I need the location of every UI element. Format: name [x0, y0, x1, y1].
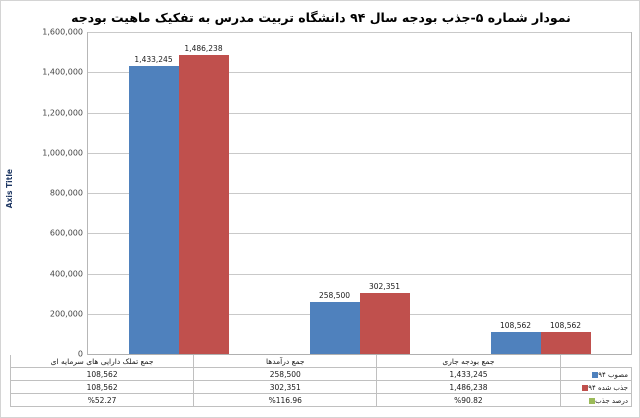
table-row: مصوب ۹۴ 1,433,245 258,500 108,562	[9, 367, 632, 381]
table-row: درصد جذب %90.82 %116.96 %52.27	[9, 393, 632, 407]
x-axis-line	[88, 354, 631, 355]
bar-value-label: 302,351	[368, 282, 401, 292]
table-value-cell: 1,486,238	[376, 380, 561, 394]
bar[interactable]: 1,486,238	[178, 44, 229, 354]
bar[interactable]: 302,351	[359, 282, 410, 354]
bar-group: 108,562 108,562	[450, 32, 631, 354]
y-axis-tick-label: 800,000	[49, 188, 83, 198]
y-axis-tick-label: 200,000	[49, 309, 83, 319]
chart-data-table: جمع بودجه جاری جمع درآمدها جمع تملک دارایی…	[9, 355, 632, 407]
gridline	[88, 72, 631, 74]
legend-entry: جذب شده ۹۴	[559, 380, 632, 394]
bar[interactable]: 1,433,245	[128, 55, 179, 354]
bar-value-label: 108,562	[549, 321, 582, 331]
legend-label: مصوب ۹۴	[598, 370, 628, 379]
plot-area: 1,433,245 1,486,238 258,500 302,351 108,562 1…	[87, 32, 632, 355]
table-value-cell: 108,562	[9, 367, 195, 381]
gridline	[88, 112, 631, 114]
legend-label: درصد جذب	[595, 396, 628, 405]
table-value-cell: %116.96	[193, 393, 378, 407]
table-corner-cell	[560, 355, 632, 368]
y-axis-tick-label: 1,000,000	[42, 148, 83, 158]
gridline	[88, 152, 631, 154]
gridline	[88, 32, 631, 33]
legend-entry: مصوب ۹۴	[559, 367, 632, 381]
bar[interactable]: 108,562	[490, 321, 541, 354]
chart-title: نمودار شماره ۵-جذب بودجه سال ۹۴ دانشگاه …	[71, 10, 571, 25]
bar-value-label: 1,486,238	[184, 43, 223, 53]
table-category-header: جمع درآمدها	[193, 355, 378, 368]
bar[interactable]: 108,562	[540, 321, 591, 354]
legend-label: جذب شده ۹۴	[588, 383, 628, 392]
legend-swatch-icon	[582, 384, 589, 391]
bar[interactable]: 258,500	[309, 291, 360, 354]
table-value-cell: 258,500	[193, 367, 378, 381]
legend-swatch-icon	[589, 397, 596, 404]
y-axis-tick-label: 1,600,000	[42, 27, 83, 37]
table-value-cell: 108,562	[9, 380, 195, 394]
y-axis-tick-label: 1,400,000	[42, 67, 83, 77]
table-value-cell: 302,351	[193, 380, 378, 394]
table-header-row: جمع بودجه جاری جمع درآمدها جمع تملک دارایی…	[9, 355, 632, 368]
bar-value-label: 108,562	[499, 321, 532, 331]
y-axis-tick-label: 600,000	[49, 228, 83, 238]
table-value-cell: 1,433,245	[376, 367, 561, 381]
gridline	[88, 193, 631, 194]
bar-value-label: 258,500	[318, 290, 351, 300]
gridline	[88, 233, 631, 235]
y-axis-tick-label: 400,000	[49, 269, 83, 278]
bar-group: 1,433,245 1,486,238	[88, 32, 269, 354]
table-row: جذب شده ۹۴ 1,486,238 302,351 108,562	[9, 380, 632, 394]
table-category-header: جمع بودجه جاری	[376, 355, 561, 368]
table-category-header: جمع تملک دارایی های سرمایه ای	[9, 355, 195, 368]
y-axis-tick-label: 1,200,000	[42, 108, 83, 117]
legend-entry: درصد جذب	[559, 393, 632, 407]
table-value-cell: %52.27	[9, 393, 195, 407]
bar-value-label: 1,433,245	[134, 54, 173, 64]
y-axis-tick-label: 0	[77, 349, 83, 359]
legend-swatch-icon	[592, 371, 599, 378]
table-value-cell: %90.82	[376, 393, 561, 407]
bar-group: 258,500 302,351	[269, 32, 450, 354]
gridline	[88, 273, 631, 275]
